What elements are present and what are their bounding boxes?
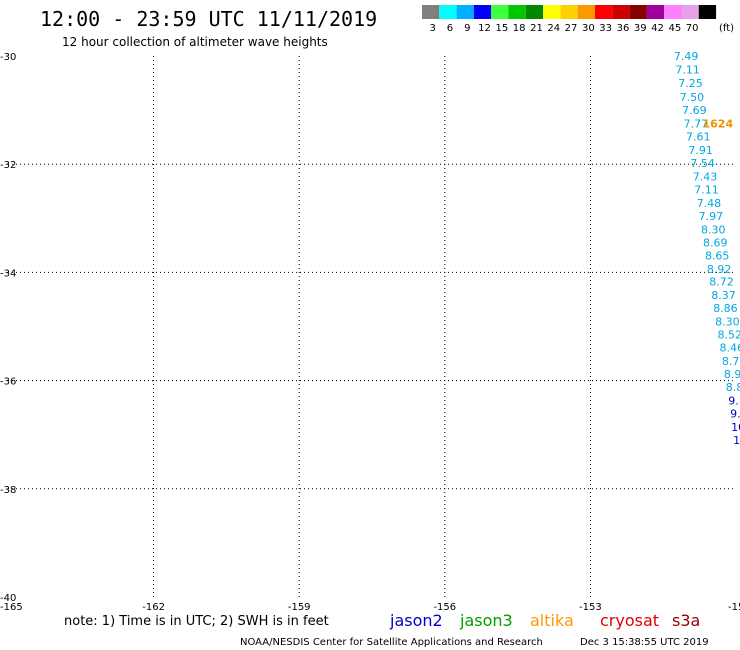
legend-label: 70: [686, 23, 699, 34]
wave-height-value: 9.: [728, 395, 739, 408]
map-subtitle: 12 hour collection of altimeter wave hei…: [62, 35, 328, 49]
wave-height-value: 8.86: [713, 302, 738, 315]
legend-label: 9: [464, 23, 470, 34]
wave-height-value: 7.50: [680, 91, 705, 104]
wave-height-value: 9.: [730, 408, 740, 421]
legend-label: 45: [668, 23, 681, 34]
legend-swatch: [439, 5, 457, 19]
legend-swatch: [646, 5, 665, 19]
legend-swatch: [473, 5, 492, 19]
latitude-tick-label: -40: [0, 593, 16, 604]
wave-height-value: 7.97: [699, 210, 724, 223]
wave-height-value: 8.78: [722, 355, 740, 368]
legend-label: 24: [547, 23, 560, 34]
legend-swatch: [560, 5, 578, 19]
satellite-legend: jason2 jason3 altika cryosat s3a: [389, 611, 700, 630]
wave-height-value: 8.69: [703, 237, 728, 250]
wave-height-value: 7.25: [678, 77, 703, 90]
footer-note: note: 1) Time is in UTC; 2) SWH is in fe…: [64, 614, 329, 629]
legend-swatch: [698, 5, 717, 19]
wave-height-value: 7.49: [674, 50, 699, 63]
satellite-name: jason3: [459, 611, 513, 630]
latitude-tick-label: -36: [0, 377, 16, 388]
wave-height-value: 7.69: [682, 104, 707, 117]
legend-label: 15: [495, 23, 508, 34]
wave-height-value: 7.43: [693, 171, 718, 184]
graticule: [8, 56, 736, 597]
legend-swatch: [508, 5, 526, 19]
wave-height-value: 8.72: [709, 276, 734, 289]
latitude-tick-label: -32: [0, 160, 16, 171]
legend-label: 6: [447, 23, 453, 34]
legend-swatch: [612, 5, 630, 19]
longitude-tick-label: -165: [0, 602, 23, 613]
legend-label: 3: [429, 23, 435, 34]
legend-label: 21: [530, 23, 543, 34]
legend-label: 42: [651, 23, 664, 34]
legend-swatch: [525, 5, 544, 19]
latitude-tick-label: -30: [0, 52, 16, 63]
wave-height-value: 8.92: [707, 263, 732, 276]
generation-timestamp: Dec 3 15:38:55 UTC 2019: [580, 637, 709, 648]
longitude-tick-label: -15: [728, 602, 740, 613]
wave-height-value: 1: [733, 434, 740, 447]
wave-height-value: 7.61: [686, 131, 711, 144]
legend-swatch: [543, 5, 561, 19]
longitude-tick-labels: -165 -162 -159 -156 -153 -15: [0, 602, 740, 613]
legend-swatch: [491, 5, 509, 19]
legend-label: 36: [617, 23, 630, 34]
wave-height-value: 8.46: [719, 342, 740, 355]
legend-swatch: [664, 5, 682, 19]
satellite-name: cryosat: [600, 611, 659, 630]
wave-height-value: 8.30: [701, 224, 726, 237]
wave-height-value: 8.9: [724, 368, 740, 381]
legend-label: 27: [565, 23, 578, 34]
satellite-name: jason2: [389, 611, 443, 630]
wave-height-value: 7.48: [697, 197, 722, 210]
wave-height-value: 8.52: [718, 329, 740, 342]
wave-height-color-legend: 3 6 9 12 15 18 21 24 27 30 33 36 39 42 45 70: [422, 5, 717, 34]
legend-swatch: [422, 5, 440, 19]
wave-height-value: 8.8: [726, 381, 740, 394]
legend-label: 18: [513, 23, 526, 34]
longitude-tick-label: -159: [288, 602, 311, 613]
pass-number-label: 1624: [703, 118, 734, 131]
latitude-tick-label: -34: [0, 268, 16, 279]
wave-height-value: 7.11: [694, 184, 719, 197]
legend-label: 33: [599, 23, 612, 34]
wave-height-value: 8.65: [705, 250, 730, 263]
longitude-tick-label: -162: [142, 602, 165, 613]
legend-unit: (ft): [719, 23, 734, 34]
legend-swatch: [595, 5, 613, 19]
wave-height-observations: 7.497.117.257.507.697.777.617.917.547.43…: [674, 50, 740, 447]
legend-label: 39: [634, 23, 647, 34]
wave-height-value: 8.37: [711, 289, 736, 302]
wave-height-value: 8.30: [715, 316, 740, 329]
legend-swatch: [456, 5, 474, 19]
map-title: 12:00 - 23:59 UTC 11/11/2019: [40, 7, 377, 31]
legend-label: 12: [478, 23, 491, 34]
credit-line: NOAA/NESDIS Center for Satellite Applica…: [240, 637, 543, 648]
latitude-tick-labels: -30 -32 -34 -36 -38 -40: [0, 52, 16, 604]
wave-height-value: 7.91: [688, 144, 713, 157]
satellite-name: altika: [530, 611, 574, 630]
wave-height-value: 10: [731, 421, 740, 434]
wave-height-value: 7.11: [675, 64, 700, 77]
latitude-tick-label: -38: [0, 485, 16, 496]
legend-swatch: [681, 5, 699, 19]
longitude-tick-label: -156: [433, 602, 456, 613]
legend-label: 30: [582, 23, 595, 34]
legend-swatch: [629, 5, 647, 19]
map-plot-area: -30-32-34-36-38-40 -165 -162 -159 -156 -153-…: [0, 50, 740, 613]
wave-height-value: 7.77: [684, 118, 709, 131]
legend-swatch: [577, 5, 595, 19]
longitude-tick-label: -153: [579, 602, 602, 613]
wave-height-value: 7.54: [690, 157, 715, 170]
map-background: [8, 56, 740, 606]
satellite-name: s3a: [672, 611, 700, 630]
